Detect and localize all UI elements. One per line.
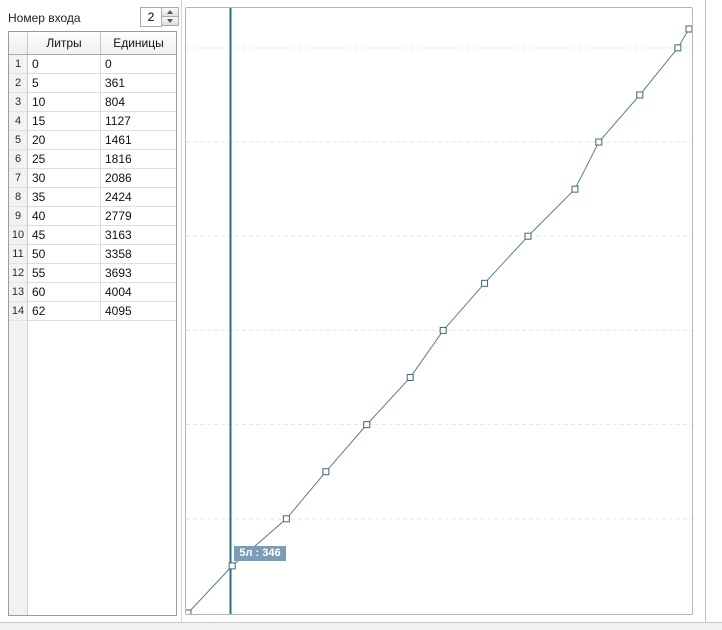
table-row: 13 60 4004 [9, 283, 176, 302]
cell-units[interactable]: 3693 [101, 264, 176, 283]
data-point-marker[interactable] [439, 326, 447, 334]
table-row: 4 15 1127 [9, 112, 176, 131]
triangle-down-icon [167, 19, 173, 23]
data-point-marker[interactable] [674, 44, 682, 52]
cell-liters[interactable]: 30 [28, 169, 101, 188]
cell-liters[interactable]: 55 [28, 264, 101, 283]
chart-tooltip: 5л : 346 [234, 545, 286, 561]
row-header-cell[interactable]: 10 [9, 226, 28, 245]
cell-liters[interactable]: 62 [28, 302, 101, 321]
cell-units[interactable]: 1816 [101, 150, 176, 169]
row-header-cell[interactable]: 3 [9, 93, 28, 112]
column-header-units[interactable]: Единицы [113, 36, 164, 50]
cell-units[interactable]: 4095 [101, 302, 176, 321]
data-point-marker[interactable] [571, 185, 579, 193]
cell-units[interactable]: 1127 [101, 112, 176, 131]
row-header-cell[interactable]: 7 [9, 169, 28, 188]
table-corner-cell[interactable] [9, 32, 28, 54]
cell-liters[interactable]: 20 [28, 131, 101, 150]
spin-down-button[interactable] [161, 16, 179, 26]
row-header-filler [9, 321, 28, 615]
data-point-marker[interactable] [524, 232, 532, 240]
cell-liters[interactable]: 25 [28, 150, 101, 169]
data-point-marker[interactable] [282, 515, 290, 523]
data-point-marker[interactable] [636, 91, 644, 99]
series-line [187, 28, 690, 614]
cell-liters[interactable]: 45 [28, 226, 101, 245]
cell-liters[interactable]: 0 [28, 55, 101, 74]
row-header-cell[interactable]: 2 [9, 74, 28, 93]
table-row: 12 55 3693 [9, 264, 176, 283]
chart-canvas[interactable] [186, 8, 692, 614]
calibration-table: Литры Единицы 1 0 0 2 5 361 3 10 804 4 15 1127 5 20 14… [8, 31, 177, 616]
cell-units[interactable]: 1461 [101, 131, 176, 150]
row-header-cell[interactable]: 6 [9, 150, 28, 169]
table-header-row: Литры Единицы [9, 32, 176, 55]
table-row: 8 35 2424 [9, 188, 176, 207]
input-number-field[interactable] [140, 7, 162, 27]
input-number-label: Номер входа [8, 11, 81, 25]
cell-units[interactable]: 0 [101, 55, 176, 74]
data-point-marker[interactable] [186, 609, 192, 614]
cell-liters[interactable]: 50 [28, 245, 101, 264]
cell-liters[interactable]: 5 [28, 74, 101, 93]
table-row: 5 20 1461 [9, 131, 176, 150]
cell-units[interactable]: 3163 [101, 226, 176, 245]
row-header-cell[interactable]: 8 [9, 188, 28, 207]
cell-liters[interactable]: 60 [28, 283, 101, 302]
row-header-cell[interactable]: 13 [9, 283, 28, 302]
table-row: 11 50 3358 [9, 245, 176, 264]
spinner-buttons [161, 7, 179, 27]
table-row: 10 45 3163 [9, 226, 176, 245]
table-body: 1 0 0 2 5 361 3 10 804 4 15 1127 5 20 1461 6 25 1816 7 30 20… [9, 55, 176, 321]
cell-units[interactable]: 2779 [101, 207, 176, 226]
bottom-divider [0, 622, 722, 623]
data-point-marker[interactable] [481, 279, 489, 287]
table-row: 2 5 361 [9, 74, 176, 93]
calibration-chart[interactable]: 5л : 346 [185, 7, 693, 615]
row-header-cell[interactable]: 14 [9, 302, 28, 321]
cell-units[interactable]: 2086 [101, 169, 176, 188]
cell-liters[interactable]: 35 [28, 188, 101, 207]
chart-panel [181, 0, 706, 622]
row-header-cell[interactable]: 1 [9, 55, 28, 74]
cell-liters[interactable]: 10 [28, 93, 101, 112]
cell-units[interactable]: 4004 [101, 283, 176, 302]
table-row: 9 40 2779 [9, 207, 176, 226]
cell-units[interactable]: 361 [101, 74, 176, 93]
cell-units[interactable]: 804 [101, 93, 176, 112]
data-point-marker[interactable] [228, 562, 236, 570]
cell-liters[interactable]: 15 [28, 112, 101, 131]
cell-liters[interactable]: 40 [28, 207, 101, 226]
data-point-marker[interactable] [406, 374, 414, 382]
data-point-marker[interactable] [363, 421, 371, 429]
data-point-marker[interactable] [685, 25, 692, 33]
row-header-cell[interactable]: 9 [9, 207, 28, 226]
cell-units[interactable]: 3358 [101, 245, 176, 264]
input-number-spinner [140, 7, 179, 27]
cell-units[interactable]: 2424 [101, 188, 176, 207]
triangle-up-icon [167, 10, 173, 14]
row-header-cell[interactable]: 4 [9, 112, 28, 131]
table-row: 7 30 2086 [9, 169, 176, 188]
bottom-strip [0, 623, 722, 630]
row-header-cell[interactable]: 11 [9, 245, 28, 264]
row-header-cell[interactable]: 12 [9, 264, 28, 283]
data-point-marker[interactable] [595, 138, 603, 146]
table-row: 14 62 4095 [9, 302, 176, 321]
row-header-cell[interactable]: 5 [9, 131, 28, 150]
table-row: 3 10 804 [9, 93, 176, 112]
column-header-liters[interactable]: Литры [28, 32, 101, 54]
data-point-marker[interactable] [322, 468, 330, 476]
table-row: 6 25 1816 [9, 150, 176, 169]
